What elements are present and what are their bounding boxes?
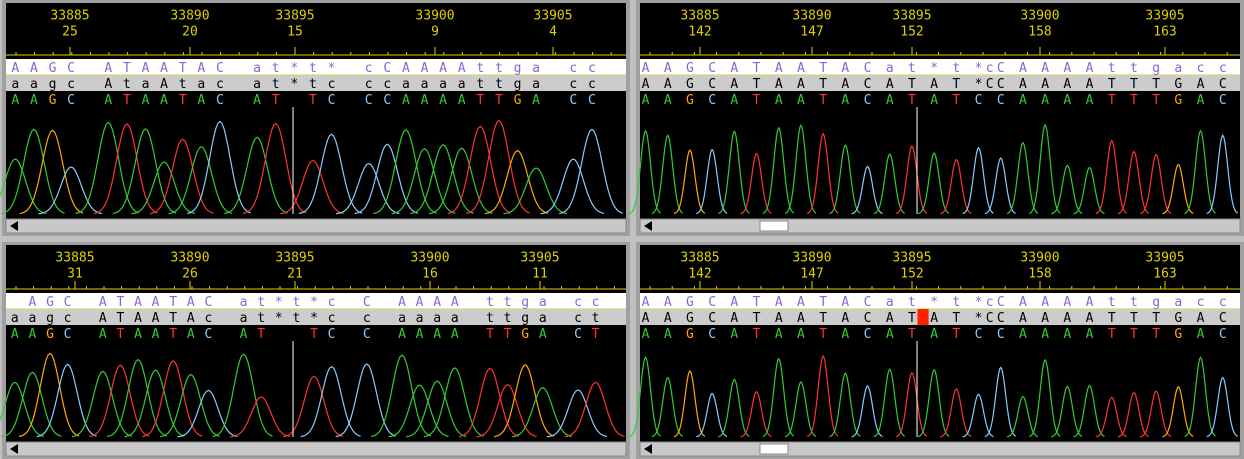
- consensus-position: 33885: [680, 9, 719, 24]
- consensus-position: 33885: [50, 9, 89, 24]
- read-position: 163: [1153, 25, 1176, 40]
- consensus-position: 33890: [170, 9, 209, 24]
- consensus-position: 33895: [892, 9, 931, 24]
- consensus-position: 33885: [55, 251, 94, 266]
- read-position: 16: [422, 267, 438, 282]
- read-position: 31: [67, 267, 83, 282]
- read-position: 158: [1028, 267, 1051, 282]
- read-position: 21: [287, 267, 303, 282]
- read-position: 25: [62, 25, 78, 40]
- read-position: 142: [688, 25, 711, 40]
- read-position: 152: [900, 267, 923, 282]
- read-position: 20: [182, 25, 198, 40]
- consensus-position: 33900: [410, 251, 449, 266]
- scroll-thumb: [760, 221, 788, 231]
- read-position: 163: [1153, 267, 1176, 282]
- consensus-position: 33905: [1145, 9, 1184, 24]
- consensus-position: 33895: [892, 251, 931, 266]
- read-position: 142: [688, 267, 711, 282]
- consensus-position: 33905: [1145, 251, 1184, 266]
- consensus-position: 33890: [170, 251, 209, 266]
- scroll-thumb: [760, 444, 788, 454]
- read-position: 158: [1028, 25, 1051, 40]
- read-position: 15: [287, 25, 303, 40]
- page: 338852533890203389515339009339054AAGC AT…: [0, 0, 1244, 459]
- consensus-position: 33905: [533, 9, 572, 24]
- read-position: 147: [800, 267, 823, 282]
- scrollbar: [6, 219, 626, 233]
- scrollbar: [640, 219, 1240, 233]
- consensus-position: 33905: [520, 251, 559, 266]
- trace-viewer: 338852533890203389515339009339054AAGC AT…: [0, 0, 1244, 459]
- consensus-position: 33895: [275, 251, 314, 266]
- consensus-position: 33900: [1020, 9, 1059, 24]
- read-position: 147: [800, 25, 823, 40]
- read-position: 4: [549, 25, 557, 40]
- consensus-position: 33885: [680, 251, 719, 266]
- read-position: 11: [532, 267, 548, 282]
- scrollbar: [6, 442, 626, 456]
- consensus-position: 33895: [275, 9, 314, 24]
- scrollbar: [640, 442, 1240, 456]
- consensus-position: 33900: [1020, 251, 1059, 266]
- read-position: 152: [900, 25, 923, 40]
- read-position: 26: [182, 267, 198, 282]
- read-position: 9: [431, 25, 439, 40]
- consensus-position: 33890: [792, 9, 831, 24]
- consensus-position: 33900: [415, 9, 454, 24]
- consensus-position: 33890: [792, 251, 831, 266]
